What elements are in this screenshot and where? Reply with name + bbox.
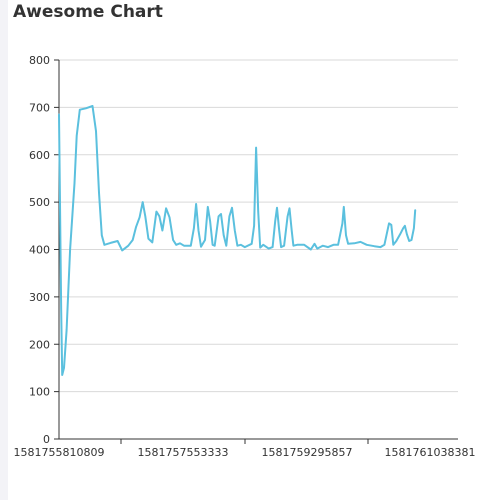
y-tick-label: 200 [29,338,50,351]
y-tick-label: 600 [29,149,50,162]
x-tick-label: 1581761038381 [385,446,476,459]
x-tick-label: 1581757553333 [138,446,229,459]
y-tick-label: 0 [43,433,50,446]
y-tick-label: 700 [29,101,50,114]
y-tick-label: 300 [29,291,50,304]
grid-lines [59,59,458,393]
y-tick-label: 800 [29,54,50,67]
x-tick-label: 1581755810809 [14,446,105,459]
y-tick-label: 400 [29,244,50,257]
series-line [58,105,417,376]
y-tick-label: 500 [29,196,50,209]
series-group [58,105,417,376]
x-axis-ticks: 1581755810809 1581757553333 1581759295857 1… [14,439,476,459]
chart-title: Awesome Chart [13,2,163,22]
y-tick-label: 100 [29,386,50,399]
y-axis-ticks: 0 100 200 300 400 500 600 700 800 [29,54,59,446]
x-tick-label: 1581759295857 [262,446,353,459]
